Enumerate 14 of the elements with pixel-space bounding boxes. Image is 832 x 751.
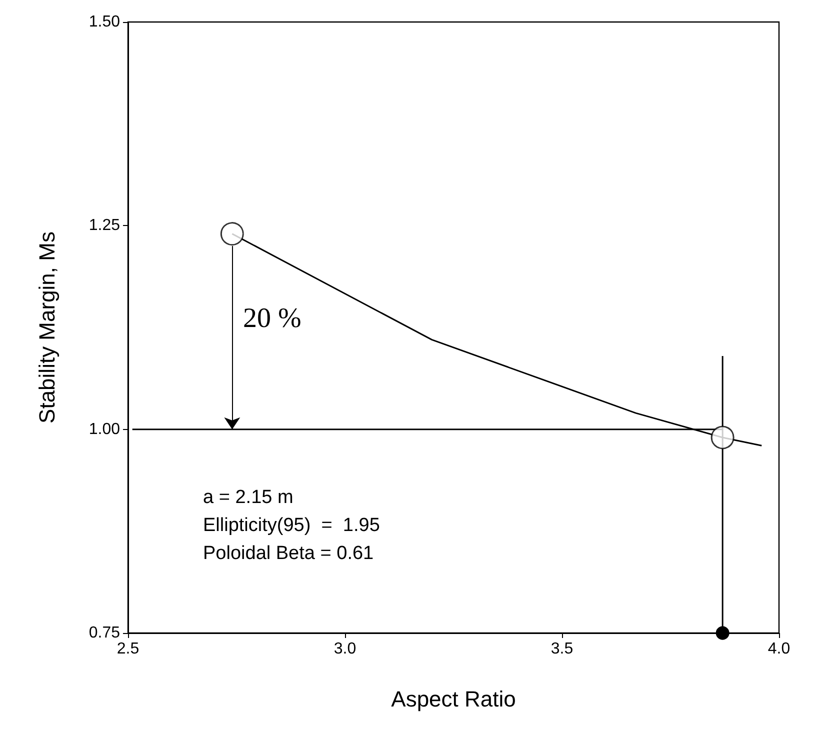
x-tick-label: 2.5 [116,640,140,658]
y-tick-label: 0.75 [88,624,120,642]
y-tick-label: 1.50 [88,14,120,30]
y-axis-title: Stability Margin, Ms [34,232,60,424]
annotation: Poloidal Beta = 0.61 [203,543,374,564]
annotation: a = 2.15 m [203,487,294,508]
y-tick-label: 1.25 [88,217,120,234]
x-tick-label: 4.0 [768,640,790,658]
y-tick-label: 1.00 [88,420,120,438]
annotation: 20 % [242,303,302,334]
x-tick-label: 3.5 [550,640,574,658]
annotation: Ellipticity(95) = 1.95 [203,515,380,536]
x-axis-title: Aspect Ratio [391,686,516,712]
x-tick-label: 3.0 [334,640,356,658]
